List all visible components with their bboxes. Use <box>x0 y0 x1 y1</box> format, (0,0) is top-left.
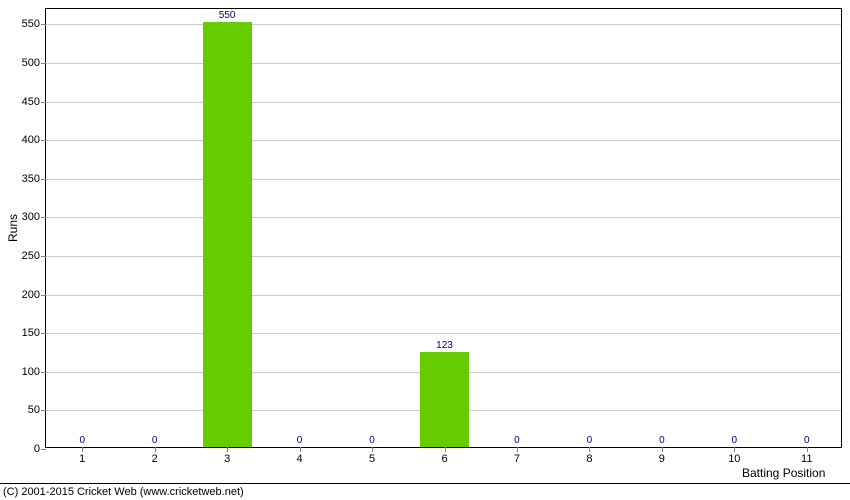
x-tick-label: 2 <box>152 447 158 465</box>
bar-value-label: 0 <box>297 435 303 446</box>
bar-value-label: 0 <box>732 435 738 446</box>
y-tick-label: 0 <box>34 443 46 455</box>
x-tick-label: 5 <box>369 447 375 465</box>
y-tick-label: 150 <box>22 327 46 339</box>
bar-value-label: 0 <box>79 435 85 446</box>
x-tick-label: 7 <box>514 447 520 465</box>
x-tick-label: 3 <box>224 447 230 465</box>
bar-value-label: 0 <box>369 435 375 446</box>
gridline <box>46 63 841 64</box>
copyright-separator <box>0 483 850 484</box>
copyright-text: (C) 2001-2015 Cricket Web (www.cricketwe… <box>3 486 244 498</box>
gridline <box>46 24 841 25</box>
x-tick-label: 10 <box>728 447 740 465</box>
gridline <box>46 295 841 296</box>
gridline <box>46 333 841 334</box>
y-tick-label: 400 <box>22 134 46 146</box>
y-tick-label: 500 <box>22 57 46 69</box>
y-tick-label: 350 <box>22 173 46 185</box>
plot-area: 0501001502002503003504004505005501020355… <box>45 8 842 448</box>
gridline <box>46 256 841 257</box>
bar-value-label: 0 <box>587 435 593 446</box>
y-tick-label: 100 <box>22 366 46 378</box>
bar <box>203 22 252 447</box>
y-tick-label: 450 <box>22 96 46 108</box>
y-tick-label: 300 <box>22 211 46 223</box>
bar-value-label: 0 <box>804 435 810 446</box>
y-tick-label: 50 <box>28 404 46 416</box>
y-tick-label: 250 <box>22 250 46 262</box>
gridline <box>46 217 841 218</box>
bar-value-label: 123 <box>436 340 453 351</box>
gridline <box>46 102 841 103</box>
gridline <box>46 140 841 141</box>
x-tick-label: 4 <box>297 447 303 465</box>
bar-value-label: 0 <box>514 435 520 446</box>
runs-by-batting-position-chart: 0501001502002503003504004505005501020355… <box>0 0 850 481</box>
y-tick-label: 200 <box>22 289 46 301</box>
gridline <box>46 179 841 180</box>
bar <box>420 352 469 447</box>
x-tick-label: 9 <box>659 447 665 465</box>
x-tick-label: 6 <box>441 447 447 465</box>
y-axis-label: Runs <box>6 214 20 242</box>
x-tick-label: 1 <box>79 447 85 465</box>
bar-value-label: 0 <box>659 435 665 446</box>
y-tick-label: 550 <box>22 18 46 30</box>
x-axis-label: Batting Position <box>742 466 825 480</box>
x-tick-label: 11 <box>801 447 812 465</box>
x-tick-label: 8 <box>586 447 592 465</box>
bar-value-label: 550 <box>219 10 236 21</box>
bar-value-label: 0 <box>152 435 158 446</box>
